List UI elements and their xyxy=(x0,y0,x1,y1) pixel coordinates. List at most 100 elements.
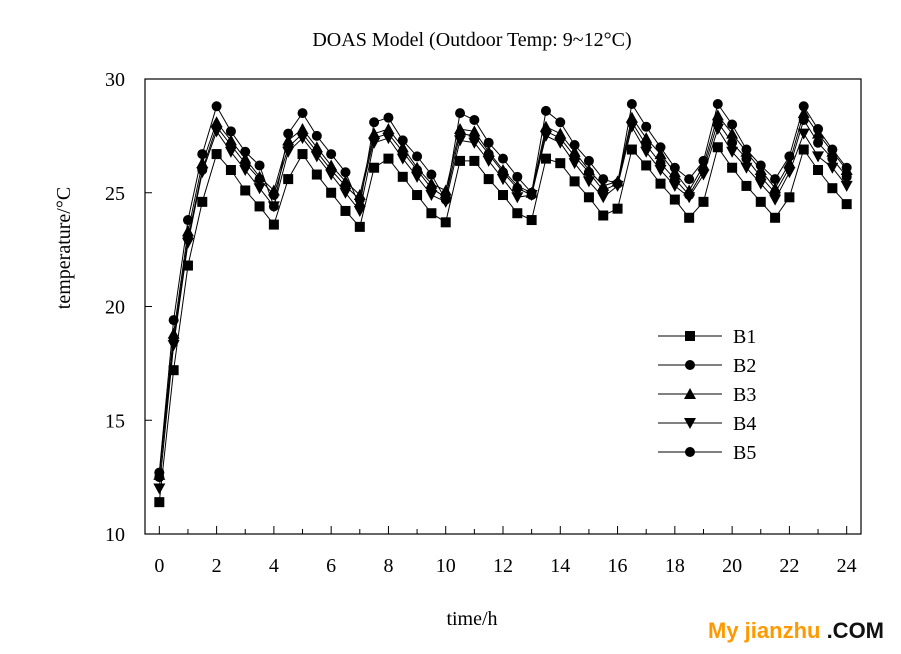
series-b1-point xyxy=(469,155,480,166)
series-b1-point xyxy=(498,190,508,201)
y-axis: 10 15 20 25 30 xyxy=(105,69,152,546)
series-b1-point xyxy=(755,196,766,207)
series-b4-point xyxy=(840,180,853,192)
x-tick-label: 6 xyxy=(326,555,336,577)
series-b5-point xyxy=(684,190,695,201)
series-b5-point xyxy=(555,133,566,144)
series-b1-point xyxy=(669,194,680,205)
series-b2-point xyxy=(340,167,351,178)
series-b3-point xyxy=(668,166,681,178)
series-b5-point xyxy=(512,183,523,194)
series-b1-point xyxy=(784,192,795,203)
series-b5-point xyxy=(598,185,609,196)
series-b1-point xyxy=(770,212,781,223)
series-b3-point xyxy=(167,327,180,339)
x-axis-label: time/h xyxy=(446,608,497,630)
series-b5-point xyxy=(698,165,709,175)
x-tick-label: 16 xyxy=(608,555,628,577)
series-b1-point xyxy=(684,212,695,223)
series-b3-point xyxy=(181,225,194,237)
series-b1-point xyxy=(426,208,437,219)
series-b3-point xyxy=(726,127,739,139)
series-b5-point xyxy=(412,165,423,175)
series-b1-point xyxy=(641,160,652,171)
series-b2-point xyxy=(540,105,551,116)
x-axis: 0 2 4 6 8 10 12 14 16 18 20 22 24 xyxy=(154,526,857,577)
series-b1-point xyxy=(655,178,666,189)
series-b4-point xyxy=(339,187,352,199)
legend-item-b3: B3 xyxy=(658,384,756,406)
series-b1-point xyxy=(168,365,179,376)
series-b1-point xyxy=(512,208,523,219)
series-b5-point xyxy=(540,126,551,137)
series-b5-point xyxy=(626,117,637,128)
series-b5-point xyxy=(397,146,408,157)
x-tick-label: 20 xyxy=(722,555,742,577)
series-b2-point xyxy=(655,142,666,153)
series-b1-point xyxy=(583,192,594,203)
series-b4-point xyxy=(597,192,610,204)
legend-label-b1: B1 xyxy=(733,326,756,348)
series-b2-point xyxy=(369,117,380,128)
series-b5-point xyxy=(655,158,666,169)
legend-marker-b1 xyxy=(685,331,695,341)
legend-marker-b2 xyxy=(685,360,695,370)
series-b1-point xyxy=(311,169,322,180)
legend-label-b2: B2 xyxy=(733,355,756,377)
series-b1-point xyxy=(369,162,380,173)
series-b2-point xyxy=(383,112,394,123)
series-b5-point xyxy=(483,149,494,160)
series-b5-point xyxy=(669,174,680,185)
y-tick-label: 20 xyxy=(105,297,125,319)
legend-marker-b4 xyxy=(684,418,696,429)
legend-marker-b3 xyxy=(684,388,696,399)
series-b3-point xyxy=(797,107,810,119)
series-b2-point xyxy=(426,169,437,180)
series-b2-point xyxy=(770,174,781,185)
series-b1-point xyxy=(240,185,251,196)
series-b5-point xyxy=(426,183,437,194)
series-b2-point xyxy=(297,108,308,119)
series-b5-point xyxy=(469,130,480,141)
watermark: My jianzhu .COM xyxy=(708,618,884,644)
series-b1-point xyxy=(598,210,609,221)
series-b1-point xyxy=(197,196,208,207)
series-b4-point xyxy=(668,180,681,192)
series-b5-point xyxy=(727,137,738,148)
series-b2-point xyxy=(798,101,809,112)
series-b4-point xyxy=(812,151,825,163)
series-b4-point xyxy=(425,190,438,202)
series-b5-point xyxy=(813,137,824,148)
series-b5-point xyxy=(197,165,208,175)
x-tick-label: 4 xyxy=(269,555,279,577)
series-b5-point xyxy=(612,178,623,189)
series-b1-point xyxy=(383,153,394,164)
series-b1-point xyxy=(526,215,537,226)
series-b1-point xyxy=(455,155,466,166)
series-b2-point xyxy=(240,146,251,157)
series-b1-point xyxy=(813,165,824,175)
series-b4-point xyxy=(511,192,524,204)
series-b1-point xyxy=(540,153,551,164)
series-b4-point xyxy=(582,176,595,188)
series-b5-point xyxy=(268,190,279,201)
series-b3-point xyxy=(812,127,825,139)
series-b3-point xyxy=(439,184,452,196)
series-b5-point xyxy=(354,194,365,205)
series-b1-point xyxy=(225,165,236,175)
x-tick-label: 22 xyxy=(779,555,799,577)
series-b1-point xyxy=(283,174,294,185)
series-b4-point xyxy=(253,183,266,195)
series-b5-point xyxy=(498,167,508,178)
series-b2-point xyxy=(483,137,494,148)
series-b1-point xyxy=(354,221,365,232)
x-tick-label: 10 xyxy=(436,555,456,577)
series-b2-point xyxy=(512,171,523,182)
series-b4-point xyxy=(769,194,782,206)
series-b2-point xyxy=(326,149,337,160)
series-b1 xyxy=(154,142,852,508)
series-b2-point xyxy=(455,108,466,119)
series-b5-point xyxy=(311,146,322,157)
series-b5-point xyxy=(712,117,723,128)
